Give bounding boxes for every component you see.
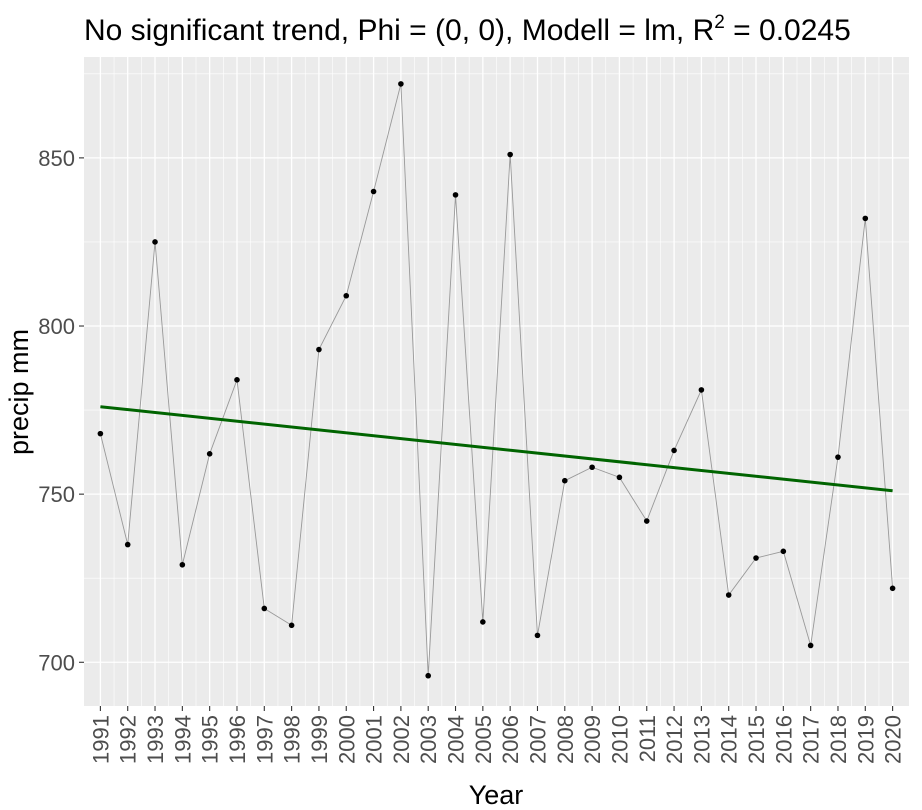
data-point-2004 (452, 192, 459, 198)
data-point-1995 (206, 450, 213, 457)
data-point-2015 (753, 555, 759, 561)
x-tick-label-2011: 2011 (635, 715, 660, 762)
data-point-1999 (316, 346, 322, 353)
y-tick-label-750: 750 (38, 482, 75, 507)
chart-title-main: No significant trend, Phi = (0, 0), Mode… (84, 14, 714, 47)
x-tick-label-2013: 2013 (689, 715, 714, 764)
data-point-2014 (725, 592, 732, 598)
data-point-2013 (698, 387, 705, 393)
y-tick-label-850: 850 (38, 146, 75, 171)
x-tick-label-2002: 2002 (389, 715, 414, 764)
x-tick-label-1999: 1999 (307, 715, 332, 764)
x-tick-label-2019: 2019 (853, 715, 878, 764)
data-point-2006 (507, 151, 513, 158)
data-point-2018 (835, 454, 841, 460)
data-point-1994 (179, 561, 186, 568)
x-tick-label-1991: 1991 (88, 715, 113, 764)
chart-title-superscript: 2 (714, 12, 725, 33)
x-tick-label-2005: 2005 (471, 715, 496, 764)
data-point-2005 (480, 619, 486, 625)
data-point-2008 (561, 477, 568, 484)
x-tick-label-2010: 2010 (607, 715, 632, 764)
x-tick-label-2009: 2009 (580, 715, 605, 764)
chart-title-suffix: = 0.0245 (725, 14, 851, 47)
x-tick-label-2000: 2000 (334, 715, 359, 764)
y-axis: 700 750 800 850 (38, 146, 84, 675)
x-tick-label-2014: 2014 (717, 715, 742, 764)
y-axis-title: precip mm (4, 329, 34, 455)
x-tick-label-2004: 2004 (444, 715, 469, 764)
x-tick-label-2008: 2008 (553, 715, 578, 764)
x-tick-label-1997: 1997 (252, 715, 277, 764)
trend-line (100, 405, 893, 493)
data-points (97, 81, 896, 679)
data-point-2017 (807, 642, 814, 649)
data-point-1998 (288, 622, 295, 629)
x-axis-title: Year (469, 780, 524, 810)
x-tick-label-1993: 1993 (143, 715, 168, 764)
x-axis: 1991 1992 1993 1994 1995 1996 1997 1998 1999 2000… (88, 706, 906, 764)
data-point-2007 (534, 632, 541, 639)
x-tick-label-2001: 2001 (362, 715, 387, 764)
x-tick-label-2017: 2017 (799, 715, 824, 764)
data-point-1996 (234, 377, 240, 383)
data-point-1997 (261, 605, 268, 612)
x-tick-label-2007: 2007 (525, 715, 550, 764)
data-point-1993 (152, 239, 158, 245)
major-gridlines (84, 57, 909, 706)
x-tick-label-1992: 1992 (116, 715, 141, 764)
x-tick-label-1998: 1998 (280, 715, 305, 764)
data-point-2020 (889, 585, 896, 592)
x-tick-label-1996: 1996 (225, 715, 250, 764)
y-tick-label-800: 800 (38, 314, 75, 339)
data-point-2001 (370, 188, 377, 195)
x-tick-label-2012: 2012 (662, 715, 687, 764)
x-tick-label-2020: 2020 (881, 715, 906, 764)
data-point-2012 (671, 447, 677, 454)
minor-gridlines (84, 57, 909, 706)
x-tick-label-2015: 2015 (744, 715, 769, 764)
data-point-2010 (616, 474, 623, 481)
data-point-1991 (97, 430, 104, 437)
data-point-2003 (425, 672, 432, 679)
data-point-2016 (780, 548, 787, 555)
x-tick-label-2006: 2006 (498, 715, 523, 764)
x-tick-label-2016: 2016 (771, 715, 796, 764)
data-point-2011 (643, 518, 650, 524)
data-point-2002 (398, 81, 404, 87)
x-tick-label-1994: 1994 (170, 715, 195, 764)
data-point-2000 (343, 292, 350, 299)
data-point-2019 (862, 215, 869, 222)
chart-title: No significant trend, Phi = (0, 0), Mode… (84, 12, 851, 47)
x-tick-label-1995: 1995 (198, 715, 223, 764)
x-tick-label-2018: 2018 (826, 715, 851, 764)
data-point-1992 (124, 541, 131, 548)
series-line (99, 83, 894, 676)
x-tick-label-2003: 2003 (416, 715, 441, 764)
y-tick-label-700: 700 (38, 650, 75, 675)
data-point-2009 (589, 464, 595, 471)
